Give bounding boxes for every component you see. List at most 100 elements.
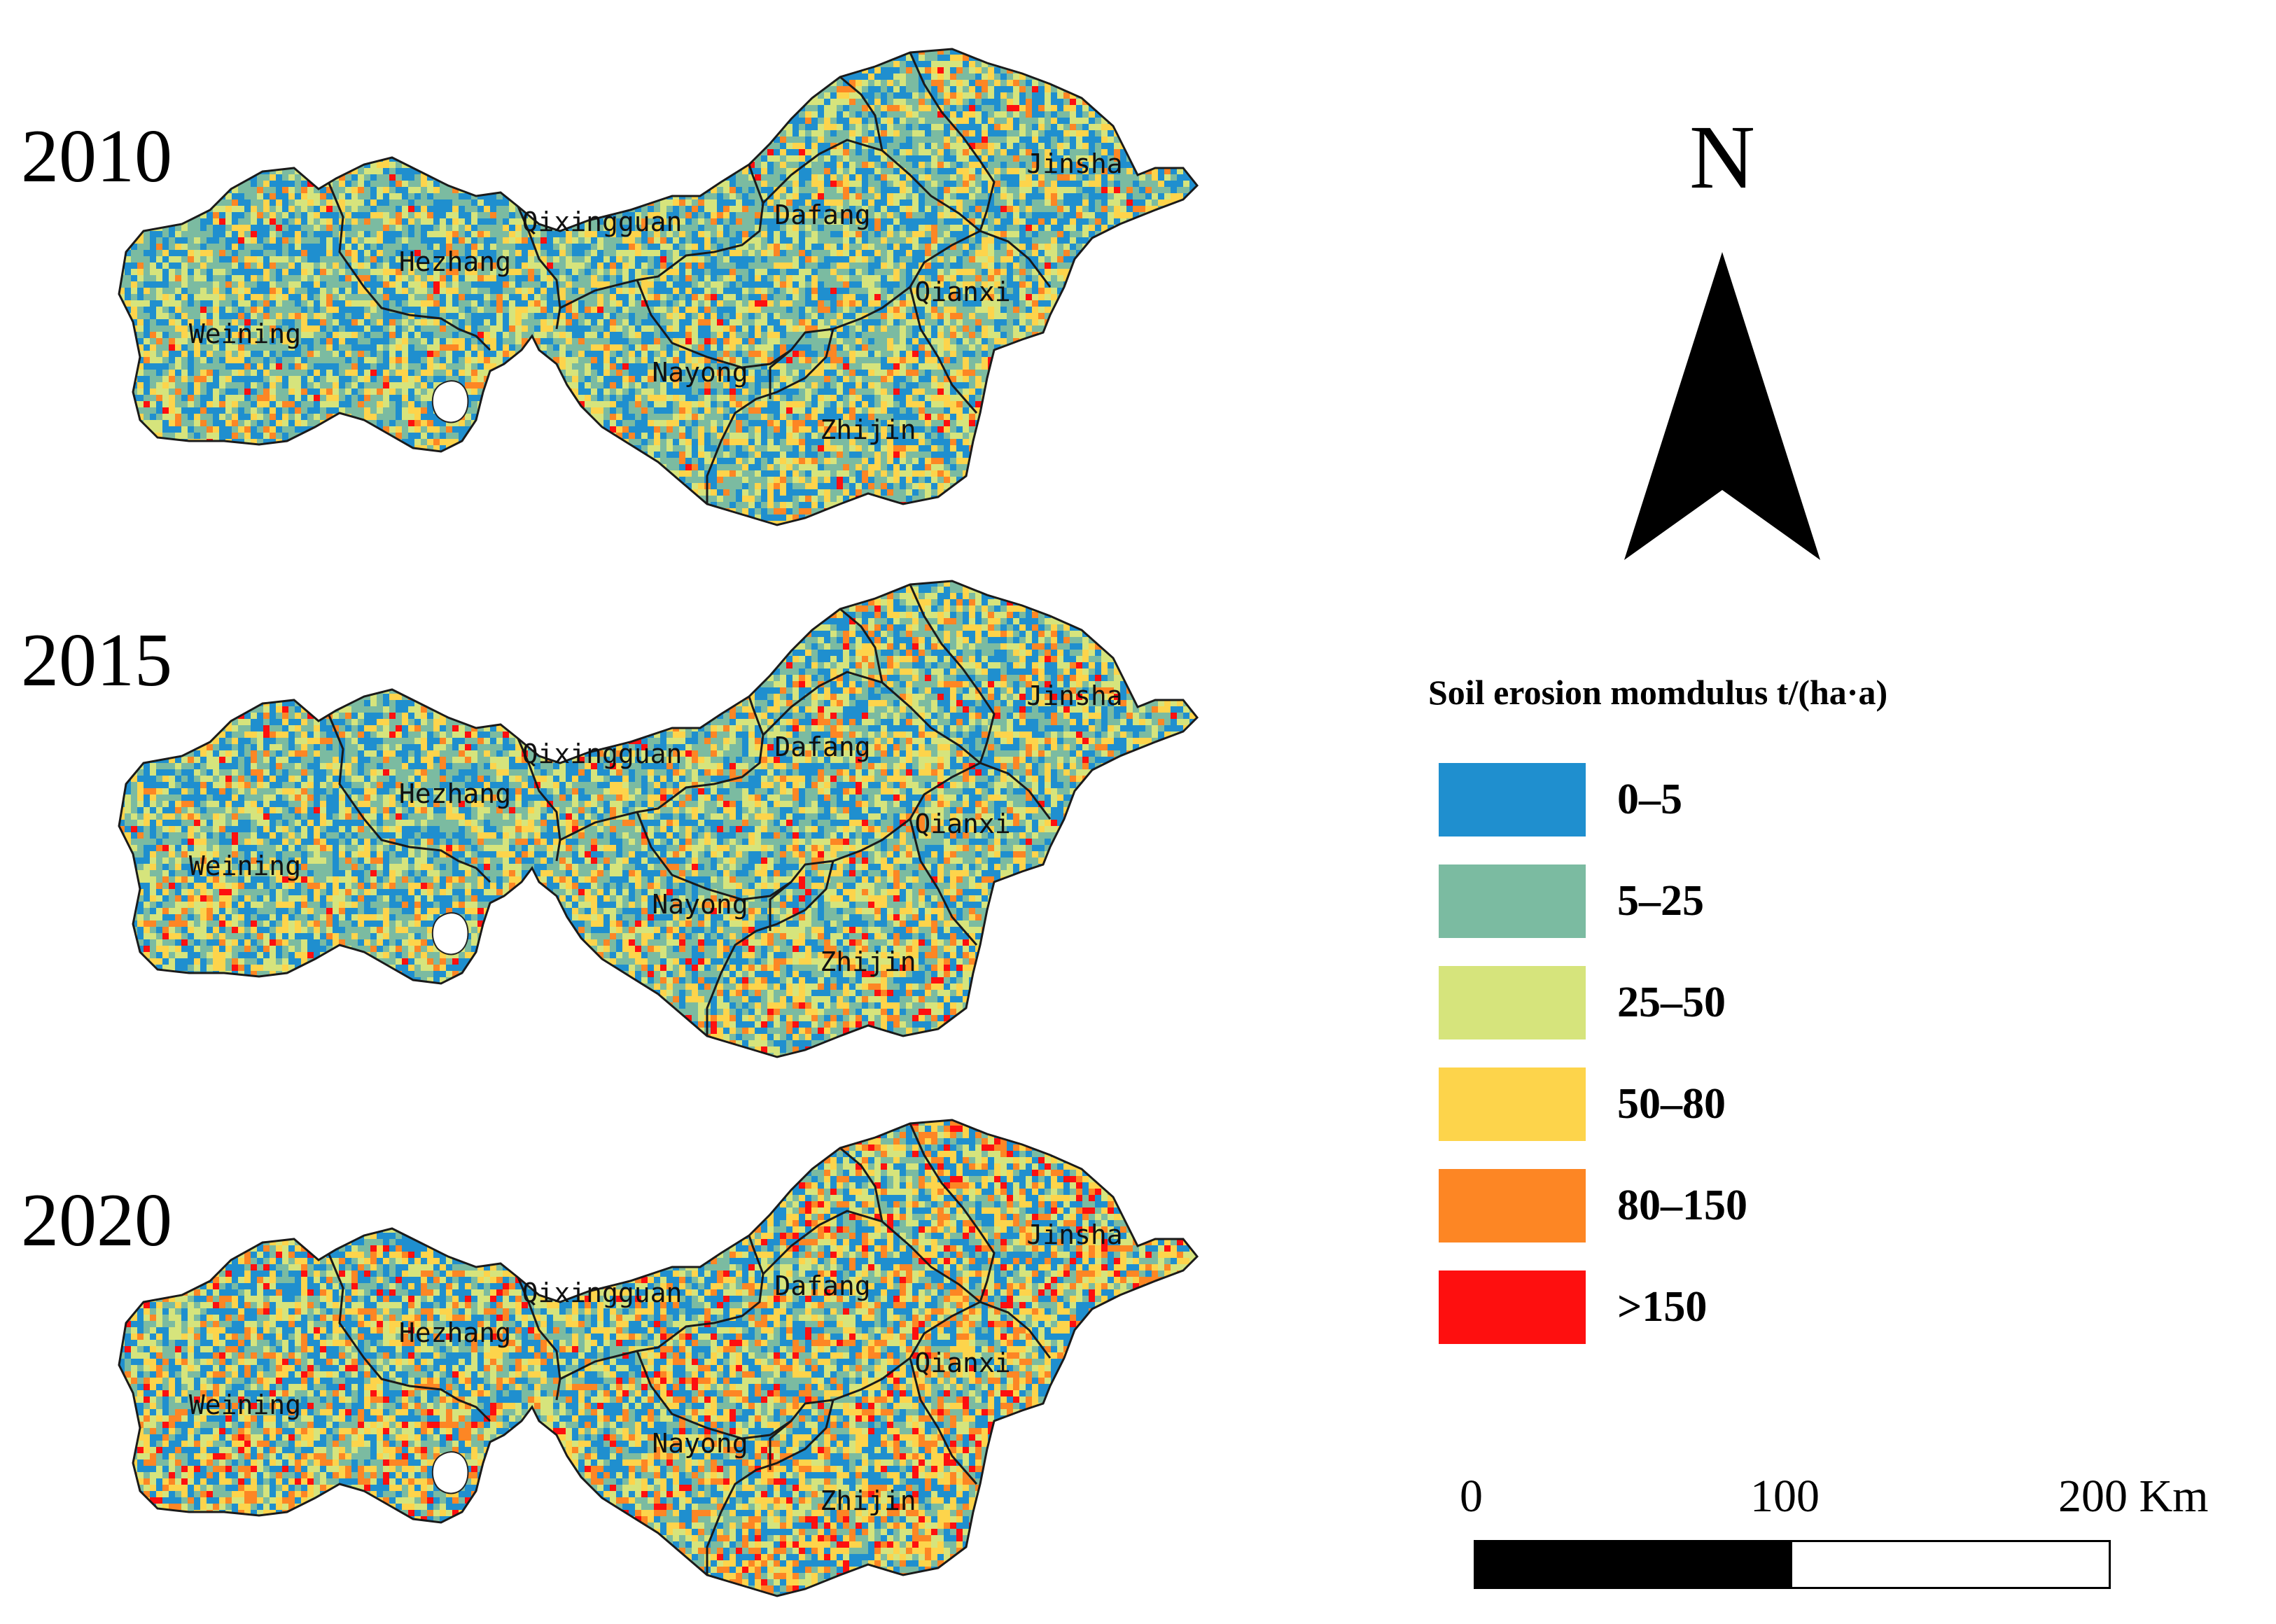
county-boundary xyxy=(909,584,996,764)
north-arrow: N xyxy=(1603,112,1841,588)
county-label: Weining xyxy=(189,850,301,881)
county-boundary xyxy=(979,1301,1052,1359)
legend-item: 80–150 xyxy=(1428,1155,2233,1256)
map-panel-2015: Weining Hezhang Qixingguan Dafang Jinsha Qian… xyxy=(0,553,1225,1085)
county-boundary xyxy=(909,52,996,232)
scale-bar-track xyxy=(1474,1540,2111,1589)
region-outline xyxy=(118,580,1199,1058)
county-boundary xyxy=(839,76,884,151)
legend-label: >150 xyxy=(1617,1282,1707,1332)
erosion-map: Weining Hezhang Qixingguan Dafang Jinsha Qian… xyxy=(118,1119,1199,1597)
county-boundary xyxy=(909,286,978,414)
county-label: Qianxi xyxy=(914,1348,1010,1378)
map-panel-2020: Weining Hezhang Qixingguan Dafang Jinsha Qian… xyxy=(0,1092,1225,1624)
county-label: Qixingguan xyxy=(522,206,683,237)
county-label: Weining xyxy=(189,1390,301,1420)
county-label: Qianxi xyxy=(914,276,1010,307)
county-boundary xyxy=(559,1235,765,1380)
county-boundary xyxy=(769,1420,792,1470)
map-panel-2010: Weining Hezhang Qixingguan Dafang Jinsha Qian… xyxy=(0,21,1225,553)
legend-swatch xyxy=(1439,966,1586,1040)
county-boundary xyxy=(839,1147,884,1222)
year-label: 2020 xyxy=(21,1183,172,1259)
region-outline xyxy=(118,48,1199,526)
erosion-map: Weining Hezhang Qixingguan Dafang Jinsha Qian… xyxy=(118,580,1199,1058)
county-label: Dafang xyxy=(774,1270,870,1301)
scale-segment-black xyxy=(1476,1542,1792,1587)
scale-tick-label: 200 Km xyxy=(2058,1470,2209,1523)
year-label: 2015 xyxy=(21,623,172,699)
legend-swatch xyxy=(1439,864,1586,938)
county-label: Weining xyxy=(189,318,301,349)
county-boundary xyxy=(328,1254,491,1422)
legend-swatch xyxy=(1439,763,1586,836)
county-boundary xyxy=(517,1277,561,1401)
county-label: Nayong xyxy=(652,1428,748,1459)
county-boundary xyxy=(769,881,792,931)
county-boundary xyxy=(517,738,561,862)
county-boundary xyxy=(559,164,765,309)
year-label: 2010 xyxy=(21,119,172,195)
legend-label: 50–80 xyxy=(1617,1079,1726,1129)
lake xyxy=(431,1451,469,1494)
county-boundary xyxy=(636,1350,834,1440)
county-boundary xyxy=(909,1357,978,1485)
legend-item: 0–5 xyxy=(1428,749,2233,850)
county-boundary xyxy=(636,279,834,369)
legend-label: 80–150 xyxy=(1617,1181,1747,1231)
county-label: Nayong xyxy=(652,889,748,920)
region-outline xyxy=(118,1119,1199,1597)
legend-swatch xyxy=(1439,1068,1586,1141)
county-label: Jinsha xyxy=(1026,1219,1122,1250)
legend-label: 25–50 xyxy=(1617,978,1726,1028)
county-boundary xyxy=(328,183,491,351)
legend-item: 50–80 xyxy=(1428,1054,2233,1155)
county-boundary xyxy=(636,811,834,901)
county-boundary xyxy=(706,328,835,504)
county-label: Hezhang xyxy=(399,1317,511,1348)
county-label: Zhijin xyxy=(820,946,916,977)
county-label: Dafang xyxy=(774,200,870,230)
legend-label: 5–25 xyxy=(1617,876,1704,926)
scale-segment-white xyxy=(1792,1542,2109,1587)
county-boundary xyxy=(839,608,884,683)
county-boundary xyxy=(706,860,835,1036)
county-label: Zhijin xyxy=(820,414,916,445)
county-label: Hezhang xyxy=(399,778,511,809)
lake xyxy=(431,380,469,424)
county-label: Dafang xyxy=(774,732,870,762)
county-label: Qianxi xyxy=(914,808,1010,839)
county-boundary xyxy=(559,696,765,841)
legend-item: 5–25 xyxy=(1428,850,2233,952)
county-label: Nayong xyxy=(652,357,748,388)
legend-item: >150 xyxy=(1428,1256,2233,1358)
county-label: Hezhang xyxy=(399,246,511,277)
county-boundary xyxy=(909,1123,996,1303)
county-label: Jinsha xyxy=(1026,680,1122,711)
county-label: Qixingguan xyxy=(522,738,683,769)
county-label: Zhijin xyxy=(820,1485,916,1516)
county-boundary xyxy=(979,762,1052,820)
legend-item: 25–50 xyxy=(1428,952,2233,1054)
erosion-map: Weining Hezhang Qixingguan Dafang Jinsha Qian… xyxy=(118,48,1199,526)
lake xyxy=(431,912,469,955)
county-boundary xyxy=(328,715,491,883)
legend-label: 0–5 xyxy=(1617,775,1682,825)
legend-title: Soil erosion momdulus t/(ha·a) xyxy=(1428,672,2233,713)
scale-ticks: 0 100 200 Km xyxy=(1442,1470,2261,1533)
county-label: Jinsha xyxy=(1026,148,1122,179)
legend-swatch xyxy=(1439,1270,1586,1344)
north-arrow-icon xyxy=(1624,252,1820,560)
scale-tick-label: 100 xyxy=(1750,1470,1820,1523)
county-boundary xyxy=(706,1399,835,1575)
county-boundary xyxy=(769,349,792,399)
county-boundary xyxy=(979,230,1052,288)
county-boundary xyxy=(909,818,978,946)
county-label: Qixingguan xyxy=(522,1278,683,1308)
scale-tick-label: 0 xyxy=(1460,1470,1483,1523)
scale-bar: 0 100 200 Km xyxy=(1442,1470,2261,1610)
north-letter: N xyxy=(1603,112,1841,203)
legend: Soil erosion momdulus t/(ha·a) 0–5 5–25 … xyxy=(1428,672,2233,1358)
county-boundary xyxy=(517,206,561,330)
legend-swatch xyxy=(1439,1169,1586,1242)
